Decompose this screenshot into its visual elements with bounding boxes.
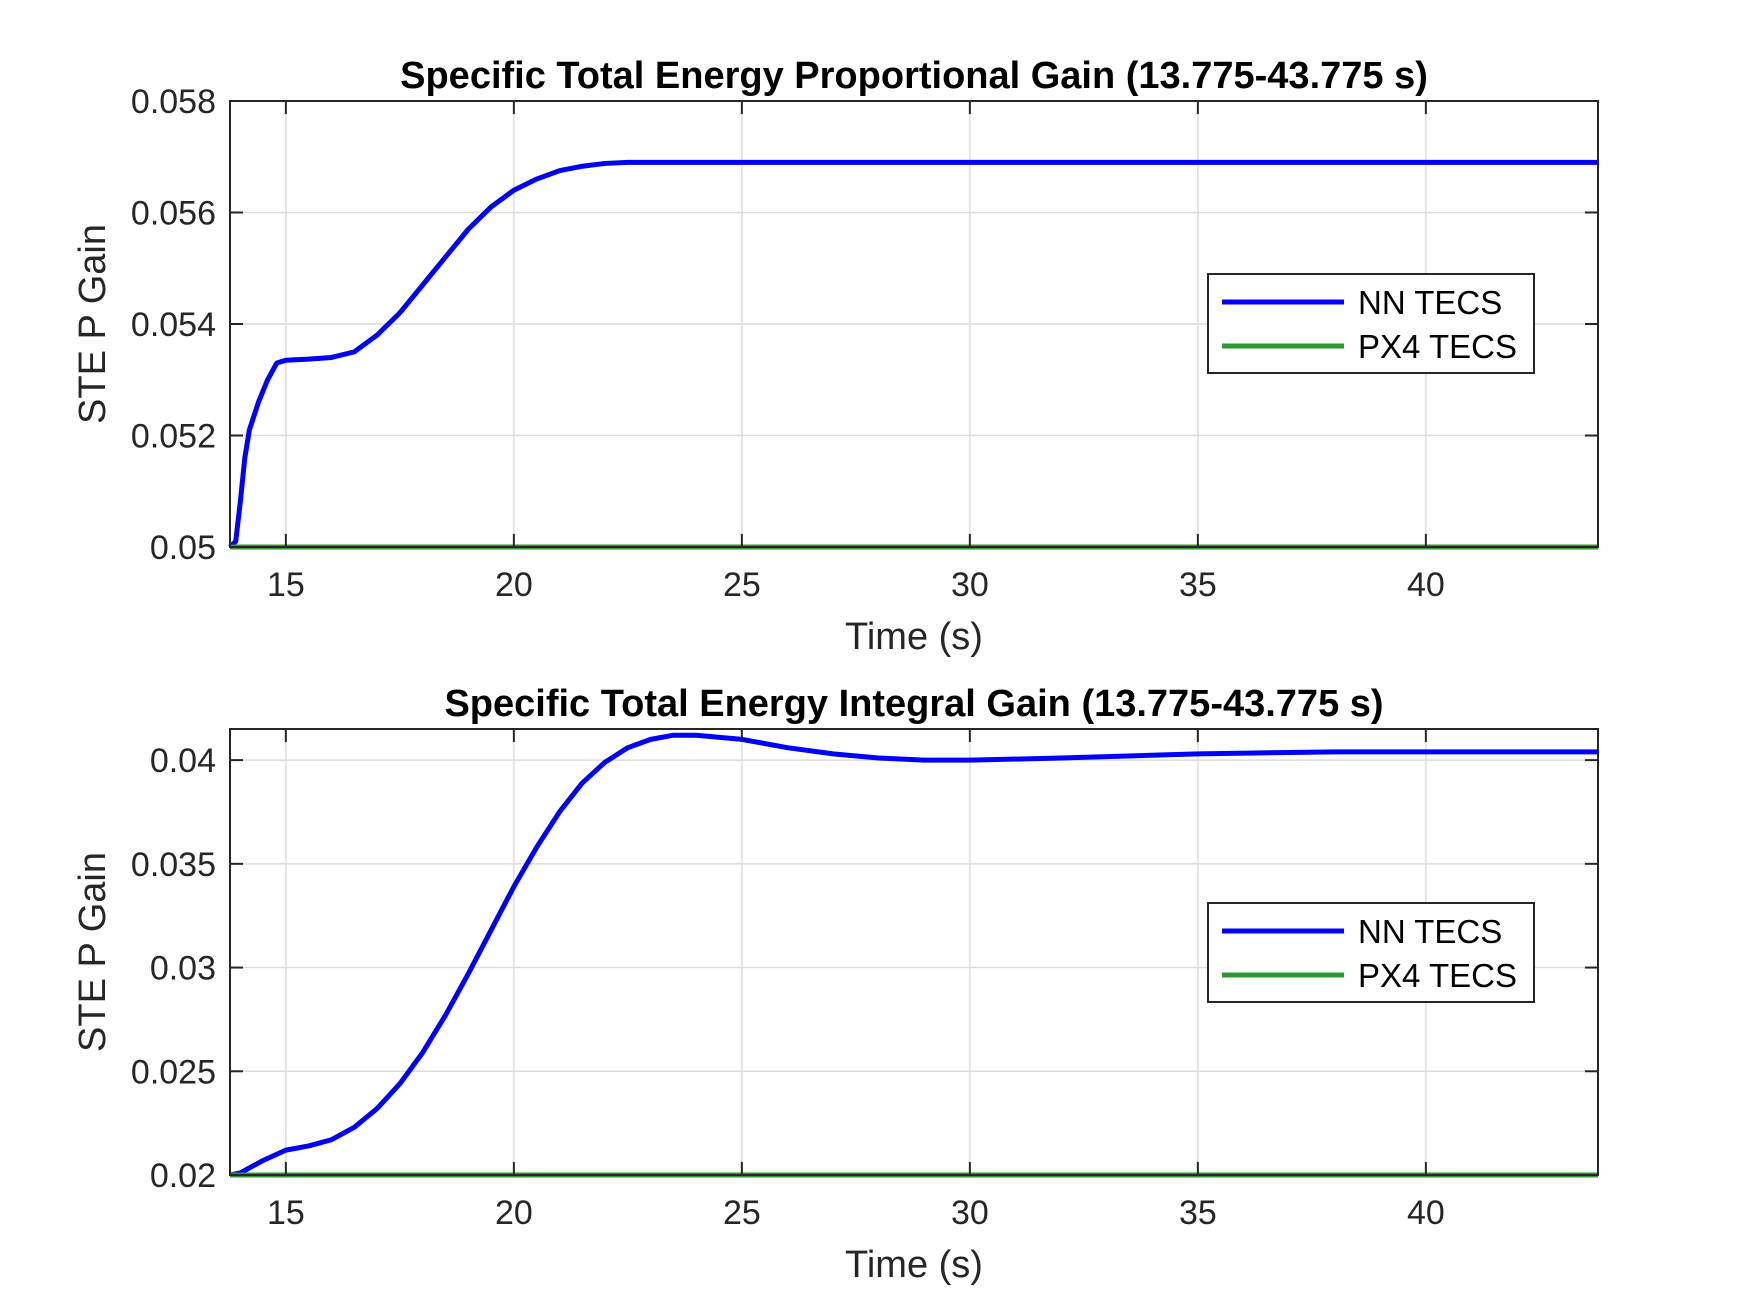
- bottom-y-tick-label-4: 0.04: [150, 742, 216, 780]
- top-legend: NN TECS PX4 TECS: [1207, 273, 1535, 374]
- top-x-tick-label-5: 40: [1407, 566, 1445, 604]
- bottom-x-axis-label: Time (s): [845, 1244, 983, 1286]
- bottom-legend-label-px4-tecs: PX4 TECS: [1358, 957, 1517, 994]
- bottom-x-tick-label-2: 25: [723, 1194, 761, 1232]
- bottom-x-tick-label-3: 30: [951, 1194, 989, 1232]
- top-x-tick-label-4: 35: [1179, 566, 1217, 604]
- bottom-legend-box: [1207, 902, 1535, 1003]
- bottom-ticks: 15 20 25 30 35 40 0.02 0.025 0.03 0.035 0.04: [131, 729, 1598, 1232]
- top-x-tick-label-2: 25: [723, 566, 761, 604]
- bottom-axes-box: [229, 728, 1599, 1176]
- bottom-y-tick-label-1: 0.025: [131, 1053, 216, 1091]
- top-ticks: 15 20 25 30 35 40 0.05 0.052 0.054 0.056 0.058: [131, 83, 1598, 604]
- top-x-tick-label-0: 15: [267, 566, 305, 604]
- top-x-tick-label-3: 30: [951, 566, 989, 604]
- top-y-tick-label-3: 0.056: [131, 195, 216, 233]
- bottom-y-tick-label-0: 0.02: [150, 1157, 216, 1195]
- bottom-chart-title: Specific Total Energy Integral Gain (13.…: [444, 683, 1383, 725]
- bottom-legend: NN TECS PX4 TECS: [1207, 902, 1535, 1003]
- bottom-y-tick-label-3: 0.035: [131, 846, 216, 884]
- bottom-x-tick-label-4: 35: [1179, 1194, 1217, 1232]
- bottom-x-tick-label-1: 20: [495, 1194, 533, 1232]
- top-subplot: 15 20 25 30 35 40 0.05 0.052 0.054 0.056 0.058 Spe…: [72, 55, 1599, 658]
- top-y-tick-label-2: 0.054: [131, 306, 216, 344]
- top-legend-box: [1207, 273, 1535, 374]
- bottom-x-tick-label-0: 15: [267, 1194, 305, 1232]
- top-y-tick-label-1: 0.052: [131, 418, 216, 456]
- bottom-series-line-nn-tecs: [229, 732, 1598, 1178]
- bottom-legend-label-nn-tecs: NN TECS: [1358, 913, 1502, 950]
- top-x-axis-label: Time (s): [845, 616, 983, 658]
- bottom-x-tick-label-5: 40: [1407, 1194, 1445, 1232]
- top-y-tick-label-0: 0.05: [150, 529, 216, 567]
- top-legend-label-px4-tecs: PX4 TECS: [1358, 328, 1517, 365]
- bottom-y-tick-label-2: 0.03: [150, 950, 216, 988]
- top-series-line-nn-tecs: [228, 159, 1598, 549]
- top-x-tick-label-1: 20: [495, 566, 533, 604]
- bottom-subplot: 15 20 25 30 35 40 0.02 0.025 0.03 0.035 0.04 Speci…: [72, 683, 1599, 1286]
- top-y-tick-label-4: 0.058: [131, 83, 216, 121]
- top-y-axis-label: STE P Gain: [72, 224, 114, 424]
- top-chart-title: Specific Total Energy Proportional Gain …: [400, 55, 1428, 97]
- bottom-y-axis-label: STE P Gain: [72, 852, 114, 1052]
- top-legend-label-nn-tecs: NN TECS: [1358, 284, 1502, 321]
